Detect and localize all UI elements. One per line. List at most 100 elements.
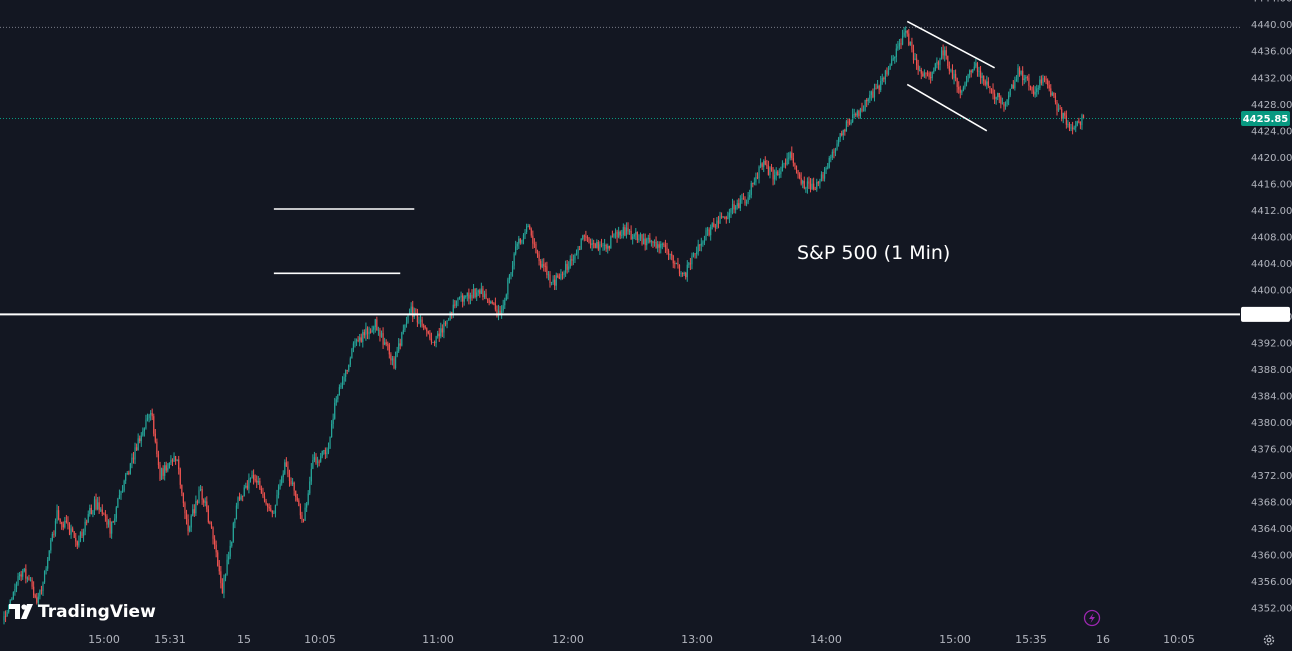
candle-body [858,111,860,116]
candle [585,230,587,242]
candle [529,224,531,230]
candle-body [908,33,910,45]
candle [847,118,849,127]
candle-body [565,263,567,273]
candle [672,254,674,269]
y-tick-label: 4400.00 [1251,285,1292,296]
candle-body [421,319,423,326]
candle-body [948,66,950,71]
candle [379,327,381,342]
candle-body [114,518,116,523]
candle-body [881,77,883,82]
candle [26,576,28,583]
candle [983,75,985,86]
candle [919,65,921,72]
candle [903,27,905,38]
candle [1029,85,1032,91]
candle-body [713,223,715,227]
candle-body [457,297,459,301]
candle [248,473,250,494]
candle [549,271,551,288]
candle-body [217,552,219,566]
candle-body [522,234,525,241]
candle-body [872,91,874,98]
candle-body [331,423,333,438]
candle [1017,64,1019,83]
candle [817,180,819,187]
candle-body [660,244,662,248]
candle-body [33,586,35,596]
descending-channel-line [906,20,995,69]
candle-body [346,370,348,371]
candle [836,139,838,151]
price-axis[interactable] [1240,0,1292,651]
candle [187,514,189,536]
settings-gear-icon[interactable] [1263,634,1275,646]
candle [848,118,851,126]
candle [705,227,707,241]
candle-body [51,534,53,541]
candle [607,243,609,254]
candle-body [546,266,548,275]
candle [299,503,301,520]
candle [1034,86,1036,98]
candle-body [36,597,38,603]
candle [254,474,256,483]
candle-body [34,595,36,598]
candle [975,58,977,69]
candle [160,467,163,481]
candle [820,171,823,182]
candle [621,229,623,239]
tradingview-wordmark: TradingView [38,602,156,622]
candle [504,297,506,309]
candle [263,492,266,503]
candle-body [214,538,216,545]
candle [753,177,755,186]
candle-body [646,239,648,246]
candle-body [379,329,381,337]
candle [1022,66,1024,86]
candle [852,108,854,124]
candle-body [463,296,465,302]
candle [828,155,830,169]
candle-body [526,226,528,232]
candle [669,253,671,260]
candle-body [618,231,620,238]
candle-body [412,306,414,317]
candle [892,54,894,61]
candle [909,41,911,46]
candle [477,289,479,296]
candle-body [613,233,615,237]
candle [462,293,464,308]
candle [285,457,287,467]
candle [309,476,311,496]
candle-body [919,69,921,71]
candle-body [1025,77,1027,79]
candle [446,320,448,329]
candle [884,69,886,85]
lightning-icon[interactable] [1083,609,1101,627]
candle [597,240,599,252]
candle [936,57,938,69]
candle-body [808,181,810,184]
candle [756,172,759,180]
candle [19,571,21,581]
candle-body [724,216,726,218]
candle [72,526,74,533]
time-axis[interactable] [0,628,1240,651]
candle [811,178,813,190]
candle [331,420,333,438]
candle-body [505,294,507,301]
candle-body [792,158,794,164]
candle [29,576,32,582]
candle [262,487,264,499]
candle-body [1081,115,1083,126]
candle [692,252,695,258]
candle [181,484,183,497]
candle-body [480,288,482,294]
candle [270,504,272,512]
candle-body [675,262,677,264]
candle-body [884,70,886,80]
candle-body [107,520,110,525]
